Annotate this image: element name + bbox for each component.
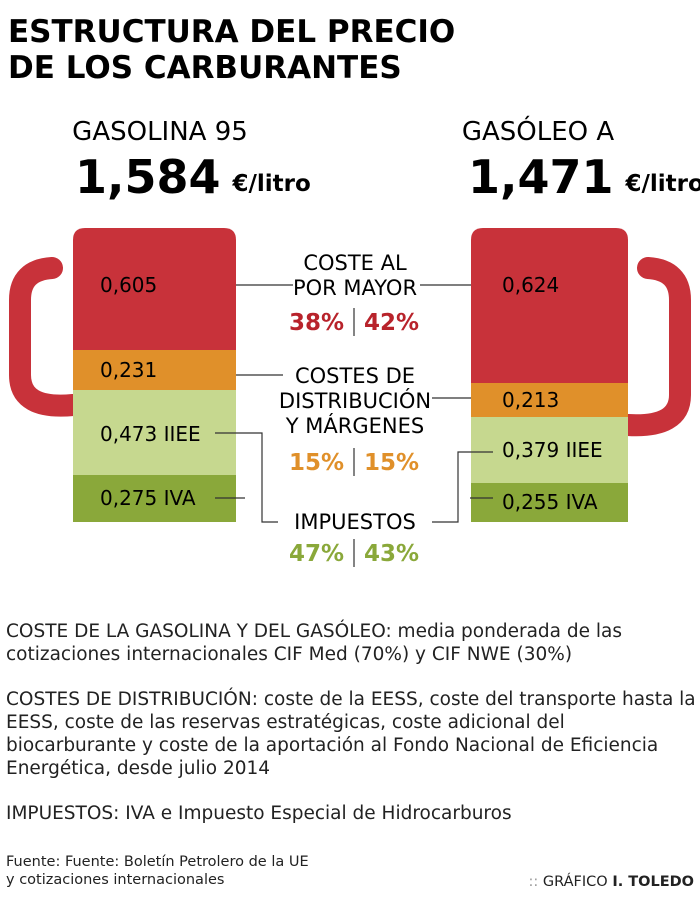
segment-bg [73,350,236,390]
connectors [215,284,493,523]
share-right: 43% [364,541,419,567]
credit-name: I. TOLEDO [612,874,694,890]
title: ESTRUCTURA DEL PRECIO [8,14,455,50]
segment-bg [471,383,628,417]
component-label: POR MAYOR [293,276,417,300]
segment-label: 0,275 IVA [100,486,196,510]
price-unit: €/litro [625,171,700,197]
segment-label: 0,379 IIEE [502,438,603,462]
note: COSTES DE DISTRIBUCIÓN: coste de la EESS… [6,689,696,779]
title: DE LOS CARBURANTES [8,50,402,86]
segment-bg [73,228,236,350]
component-label: Y MÁRGENES [285,413,424,438]
segment-bg [73,390,236,475]
share-right: 42% [364,310,419,336]
note: IMPUESTOS: IVA e Impuesto Especial de Hi… [6,803,512,824]
segment-label: 0,255 IVA [502,490,598,514]
segment-label: 0,213 [502,388,559,412]
share-right: 15% [364,450,419,476]
price: 1,584 [75,150,221,204]
component-label: IMPUESTOS [294,510,416,534]
share-left: 15% [289,450,344,476]
credit: :: GRÁFICO I. TOLEDO [528,874,694,890]
source-line: y cotizaciones internacionales [6,872,225,888]
source-line: Fuente: Fuente: Boletín Petrolero de la … [6,854,309,870]
note: COSTE DE LA GASOLINA Y DEL GASÓLEO: medi… [6,621,622,665]
notes: COSTE DE LA GASOLINA Y DEL GASÓLEO: medi… [6,620,696,847]
segment-bg [73,475,236,522]
pump-name: GASOLINA 95 [72,117,248,147]
credit-label: GRÁFICO [542,874,608,890]
price: 1,471 [468,150,614,204]
segment-bg [471,228,628,383]
share-left: 38% [289,310,344,336]
infographic: ESTRUCTURA DEL PRECIO DE LOS CARBURANTES… [8,14,700,567]
segment-bg [471,417,628,483]
source: Fuente: Fuente: Boletín Petrolero de la … [6,853,309,889]
segment-label: 0,624 [502,273,559,297]
component-label: COSTES DE [295,364,415,388]
segment-label: 0,473 IIEE [100,422,201,446]
nozzle [617,257,691,437]
segment-label: 0,231 [100,358,157,382]
segment-label: 0,605 [100,273,157,297]
pump-name: GASÓLEO A [462,115,615,147]
share-left: 47% [289,541,344,567]
component-label: COSTE AL [303,251,407,275]
component-label: DISTRIBUCIÓN [279,388,431,413]
price-unit: €/litro [232,171,311,197]
segment-bg [471,483,628,522]
nozzle [9,257,84,417]
